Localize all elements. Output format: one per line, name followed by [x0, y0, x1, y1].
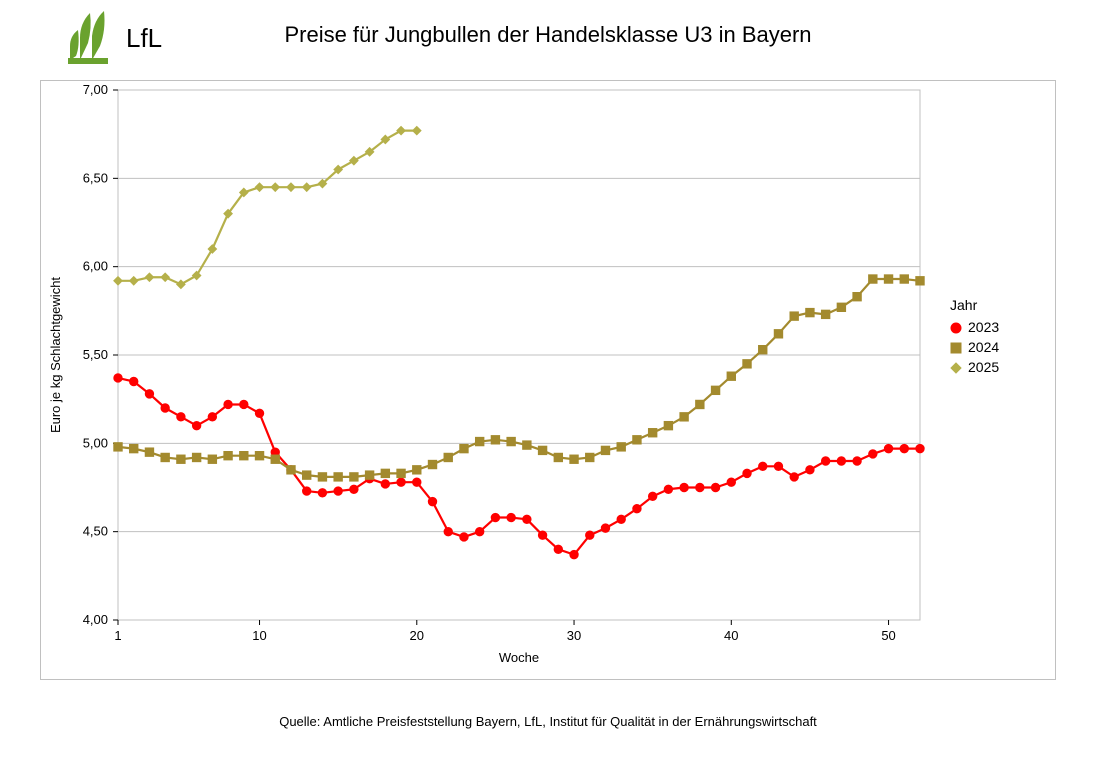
source-text: Quelle: Amtliche Preisfeststellung Bayer… [0, 714, 1096, 729]
svg-text:Woche: Woche [499, 650, 539, 665]
svg-text:6,50: 6,50 [83, 170, 108, 185]
svg-text:1: 1 [114, 628, 121, 643]
svg-text:4,00: 4,00 [83, 612, 108, 627]
svg-text:2023: 2023 [968, 319, 999, 335]
svg-text:2025: 2025 [968, 359, 999, 375]
svg-text:20: 20 [410, 628, 424, 643]
svg-text:50: 50 [881, 628, 895, 643]
svg-text:4,50: 4,50 [83, 524, 108, 539]
svg-text:2024: 2024 [968, 339, 999, 355]
svg-text:7,00: 7,00 [83, 82, 108, 97]
svg-text:10: 10 [252, 628, 266, 643]
svg-text:5,50: 5,50 [83, 347, 108, 362]
svg-text:Jahr: Jahr [950, 297, 978, 313]
svg-text:Euro je kg Schlachtgewicht: Euro je kg Schlachtgewicht [48, 277, 63, 433]
chart: 4,00 4,50 5,00 5,50 6,00 6,50 7,00 1 10 20 30 40 50 W… [40, 80, 1056, 680]
chart-title: Preise für Jungbullen der Handelsklasse … [0, 22, 1096, 48]
svg-text:30: 30 [567, 628, 581, 643]
svg-text:6,00: 6,00 [83, 259, 108, 274]
svg-text:40: 40 [724, 628, 738, 643]
svg-text:5,00: 5,00 [83, 435, 108, 450]
